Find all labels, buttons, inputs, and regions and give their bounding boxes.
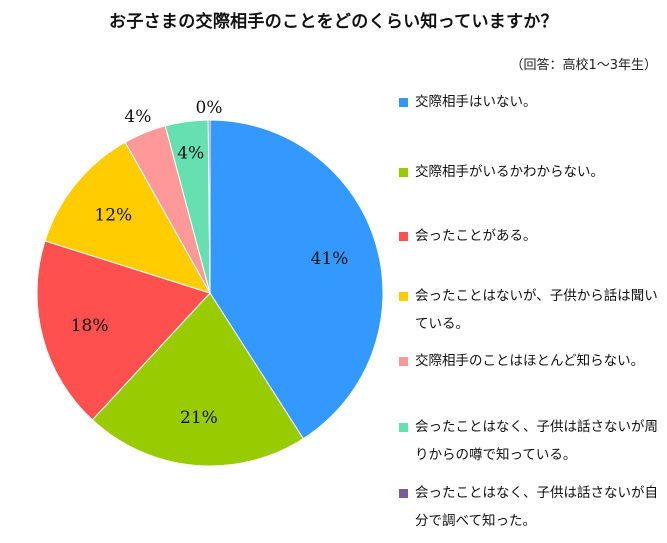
legend-label: 会ったことはないが、子供から話は聞いている。 [415, 288, 658, 332]
legend-item: 会ったことはなく、子供は話さないが自分で調べて知った。 [395, 479, 665, 535]
legend-item: 会ったことがある。 [395, 222, 665, 250]
legend-item: 交際相手のことはほとんど知らない。 [395, 347, 665, 375]
legend-item: 会ったことはないが、子供から話は聞いている。 [395, 282, 665, 338]
slice-value-label: 21% [180, 408, 218, 428]
slice-value-label: 0% [196, 98, 223, 118]
legend-item: 交際相手がいるかわからない。 [395, 158, 665, 186]
chart-title: お子さまの交際相手のことをどのくらい知っていますか？ [109, 12, 558, 32]
chart-subtitle: （回答：高校1～3年生） [510, 58, 657, 73]
pie-slice-1 [209, 119, 384, 440]
pie-slice-2 [91, 292, 305, 467]
pie-slice-4 [44, 141, 212, 294]
legend-item: 交際相手はいない。 [395, 88, 665, 116]
legend-item: 会ったことはなく、子供は話さないが周りからの噂で知っている。 [395, 413, 665, 469]
pie-slice-3 [36, 240, 211, 421]
pie-slice-7 [207, 119, 211, 294]
legend-label: 交際相手のことはほとんど知らない。 [415, 353, 645, 369]
legend-swatch [399, 357, 408, 366]
legend-swatch [399, 489, 408, 498]
legend-swatch [399, 168, 408, 177]
legend-swatch [399, 292, 408, 301]
legend-label: 会ったことがある。 [415, 228, 537, 244]
slice-value-label: 4% [177, 143, 204, 163]
slice-value-label: 41% [311, 249, 349, 269]
legend-swatch [399, 232, 408, 241]
legend-label: 会ったことはなく、子供は話さないが自分で調べて知った。 [415, 485, 658, 529]
slice-value-label: 18% [71, 316, 109, 336]
legend-swatch [399, 98, 408, 107]
legend-swatch [399, 423, 408, 432]
legend-label: 会ったことはなく、子供は話さないが周りからの噂で知っている。 [415, 419, 658, 463]
legend-label: 交際相手はいない。 [415, 94, 537, 110]
slice-value-label: 4% [124, 107, 151, 127]
slice-value-label: 12% [94, 206, 132, 226]
legend-label: 交際相手がいるかわからない。 [415, 164, 604, 180]
